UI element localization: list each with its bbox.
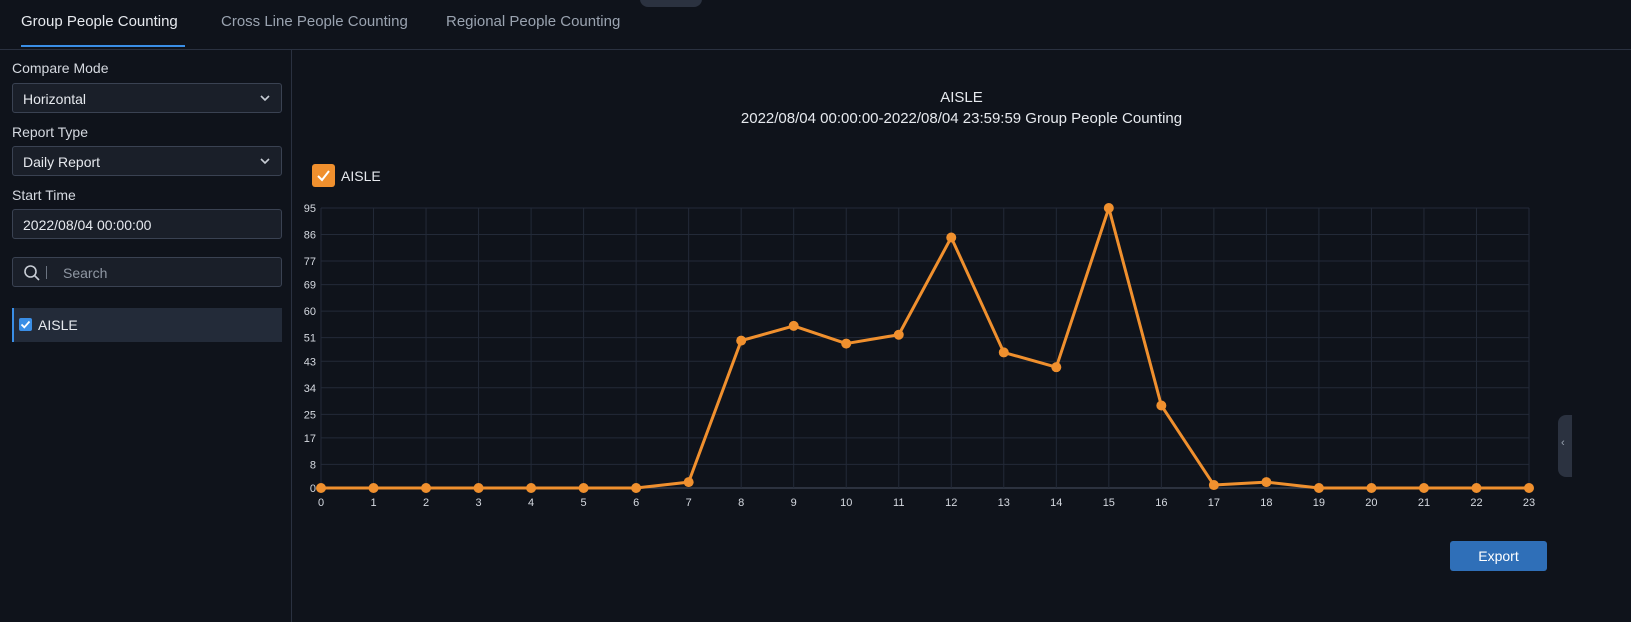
y-tick-label: 95 <box>304 203 316 215</box>
data-point <box>893 329 904 340</box>
series-line-aisle <box>321 206 1529 490</box>
search-placeholder: Search <box>63 265 108 281</box>
data-point <box>473 483 484 493</box>
legend-checkbox-aisle[interactable] <box>312 164 335 187</box>
checkbox-aisle[interactable] <box>19 318 32 331</box>
x-tick-label: 1 <box>370 497 376 509</box>
x-tick-label: 16 <box>1155 497 1167 509</box>
data-point <box>1471 483 1482 493</box>
chart-title: AISLE <box>940 89 983 106</box>
x-tick-label: 18 <box>1260 497 1272 509</box>
x-tick-label: 23 <box>1523 497 1535 509</box>
compare-mode-value: Horizontal <box>23 91 87 107</box>
list-item-aisle[interactable]: AISLE <box>12 308 282 342</box>
y-tick-label: 17 <box>304 433 316 445</box>
report-type-value: Daily Report <box>23 154 101 170</box>
x-tick-label: 13 <box>998 497 1010 509</box>
data-point <box>421 483 432 493</box>
check-icon <box>20 320 31 329</box>
data-point <box>1261 477 1272 488</box>
data-point <box>1366 483 1377 493</box>
data-point <box>1313 483 1324 493</box>
x-tick-label: 14 <box>1050 497 1062 509</box>
start-time-label: Start Time <box>12 187 76 203</box>
x-tick-label: 2 <box>423 497 429 509</box>
data-point <box>736 335 747 346</box>
data-point <box>316 483 326 493</box>
chevron-down-icon <box>260 95 270 102</box>
compare-mode-select[interactable]: Horizontal <box>12 83 282 113</box>
data-point <box>683 477 694 488</box>
y-tick-label: 60 <box>304 306 316 318</box>
list-item-label: AISLE <box>38 317 78 333</box>
data-point <box>1051 362 1062 373</box>
chevron-up-icon: ⌃ <box>665 0 674 5</box>
active-tab-indicator <box>21 45 185 47</box>
search-input[interactable]: Search <box>12 257 282 287</box>
x-tick-label: 22 <box>1470 497 1482 509</box>
tab-bar: Group People Counting Cross Line People … <box>0 0 1631 50</box>
data-point <box>1103 203 1114 213</box>
filter-sidebar: Compare Mode Horizontal Report Type Dail… <box>0 50 292 622</box>
x-tick-label: 9 <box>791 497 797 509</box>
x-tick-label: 3 <box>476 497 482 509</box>
chart-panel: AISLE 2022/08/04 00:00:00-2022/08/04 23:… <box>292 50 1631 622</box>
tab-cross-line-people-counting[interactable]: Cross Line People Counting <box>221 13 408 30</box>
start-time-value: 2022/08/04 00:00:00 <box>23 217 152 233</box>
report-type-label: Report Type <box>12 124 89 140</box>
y-tick-label: 25 <box>304 409 316 421</box>
x-tick-label: 19 <box>1313 497 1325 509</box>
x-tick-label: 0 <box>318 497 324 509</box>
data-point <box>788 320 799 331</box>
data-point <box>368 483 379 493</box>
collapse-toggle[interactable]: ⌃ <box>640 0 702 7</box>
data-point <box>1208 480 1219 491</box>
search-icon <box>24 265 40 281</box>
search-separator <box>46 266 47 279</box>
chevron-down-icon <box>260 158 270 165</box>
x-tick-label: 11 <box>893 497 904 509</box>
x-tick-label: 17 <box>1208 497 1220 509</box>
x-tick-label: 7 <box>686 497 692 509</box>
data-point <box>1156 400 1167 411</box>
chart-subtitle: 2022/08/04 00:00:00-2022/08/04 23:59:59 … <box>740 110 1183 127</box>
legend-label-aisle: AISLE <box>341 168 381 184</box>
data-point <box>998 347 1009 358</box>
x-tick-label: 4 <box>528 497 534 509</box>
data-point <box>526 483 537 493</box>
expand-handle[interactable]: ‹ <box>1558 415 1572 477</box>
x-tick-label: 15 <box>1103 497 1115 509</box>
data-point <box>631 483 642 493</box>
tab-group-people-counting[interactable]: Group People Counting <box>21 13 178 30</box>
x-tick-label: 20 <box>1365 497 1377 509</box>
y-tick-label: 69 <box>304 280 316 292</box>
chevron-left-icon: ‹ <box>1561 437 1565 449</box>
tab-regional-people-counting[interactable]: Regional People Counting <box>446 13 621 30</box>
y-tick-label: 43 <box>304 356 316 368</box>
x-tick-label: 21 <box>1418 497 1430 509</box>
x-tick-label: 12 <box>945 497 957 509</box>
x-tick-label: 6 <box>633 497 639 509</box>
compare-mode-label: Compare Mode <box>12 60 109 76</box>
data-point <box>1418 483 1429 493</box>
x-tick-label: 8 <box>738 497 744 509</box>
start-time-field[interactable]: 2022/08/04 00:00:00 <box>12 209 282 239</box>
export-button[interactable]: Export <box>1450 541 1547 571</box>
data-point <box>841 338 852 349</box>
y-tick-label: 8 <box>310 459 316 471</box>
data-point <box>1524 483 1534 493</box>
x-tick-label: 10 <box>840 497 852 509</box>
check-icon <box>317 170 330 182</box>
report-type-select[interactable]: Daily Report <box>12 146 282 176</box>
y-tick-label: 34 <box>304 383 316 395</box>
data-point <box>946 232 957 243</box>
y-tick-label: 86 <box>304 230 316 242</box>
y-tick-label: 51 <box>304 333 316 345</box>
y-tick-label: 77 <box>304 256 316 268</box>
x-tick-label: 5 <box>581 497 587 509</box>
data-point <box>578 483 589 493</box>
y-tick-label: 0 <box>310 483 316 495</box>
